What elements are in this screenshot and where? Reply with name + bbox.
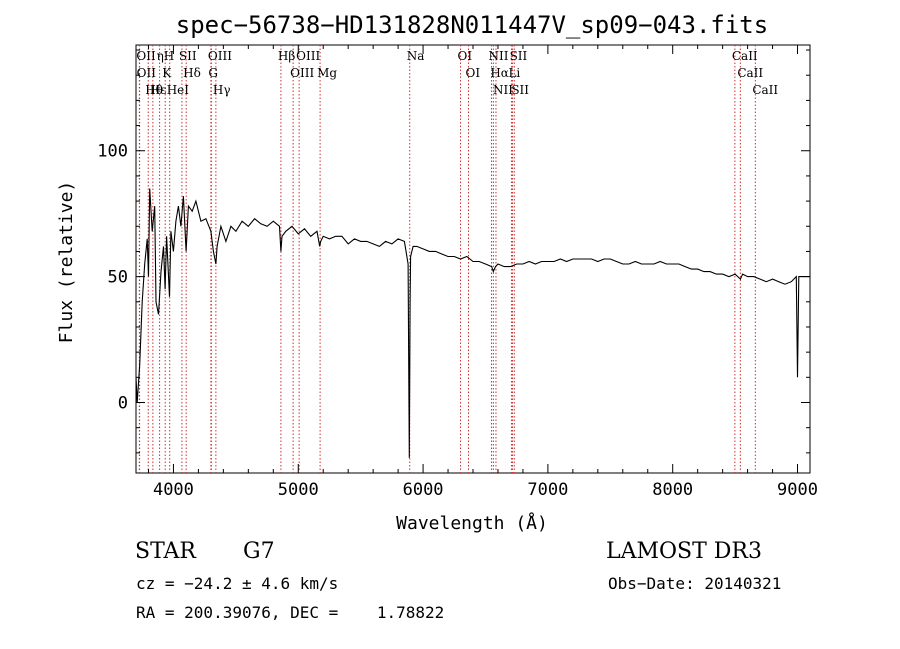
y-axis: 0 50 100 xyxy=(97,49,810,454)
marker-label: CaII xyxy=(737,66,763,80)
marker-label: K xyxy=(162,66,172,80)
y-tick-label: 0 xyxy=(118,394,128,414)
marker-label: SII xyxy=(511,83,529,97)
x-tick-label: 9000 xyxy=(777,480,818,500)
y-tick-label: 50 xyxy=(108,268,128,288)
x-axis: 4000 5000 6000 7000 8000 9000 xyxy=(147,45,818,500)
x-axis-label: Wavelength (Å) xyxy=(396,512,548,534)
marker-label: Hε xyxy=(150,83,167,97)
x-tick-label: 4000 xyxy=(153,480,194,500)
marker-label: Mg xyxy=(317,66,337,80)
marker-label: NII xyxy=(493,83,513,97)
y-tick-label: 100 xyxy=(97,142,128,162)
marker-label: OIII xyxy=(208,49,232,63)
marker-label: Hβ xyxy=(278,49,295,63)
marker-label: OI xyxy=(466,66,481,80)
marker-label: CaII xyxy=(752,83,778,97)
marker-label: HeI xyxy=(167,83,190,97)
x-tick-label: 5000 xyxy=(278,480,319,500)
marker-label: Hγ xyxy=(213,83,231,97)
redshift-text: cz = −24.2 ± 4.6 km/s xyxy=(136,574,339,593)
plot-frame xyxy=(135,44,811,474)
x-tick-label: 6000 xyxy=(403,480,444,500)
marker-label: SII xyxy=(510,49,528,63)
obs-date: Obs−Date: 20140321 xyxy=(608,574,782,593)
marker-label: Li xyxy=(508,66,520,80)
marker-label: OII xyxy=(137,66,157,80)
spectrum-line xyxy=(135,188,810,458)
object-subclass: G7 xyxy=(243,539,275,564)
survey-name: LAMOST DR3 xyxy=(606,539,762,564)
marker-label: ηH xyxy=(157,49,175,63)
marker-label: NII xyxy=(488,49,508,63)
marker-label: G xyxy=(208,66,218,80)
marker-label: Hδ xyxy=(183,66,201,80)
object-class: STAR xyxy=(135,539,196,564)
marker-lines xyxy=(138,45,756,473)
marker-label: OII xyxy=(136,49,156,63)
marker-label: Na xyxy=(407,49,425,63)
marker-label: OIII xyxy=(290,66,314,80)
marker-label: OIII xyxy=(296,49,320,63)
y-axis-label: Flux (relative) xyxy=(56,181,77,344)
marker-label: CaII xyxy=(732,49,758,63)
x-tick-label: 7000 xyxy=(527,480,568,500)
x-tick-label: 8000 xyxy=(652,480,693,500)
marker-label: Hα xyxy=(490,66,509,80)
marker-label: OI xyxy=(458,49,473,63)
chart-title: spec−56738−HD131828N011447V_sp09−043.fit… xyxy=(176,11,768,39)
coordinates-text: RA = 200.39076, DEC = 1.78822 xyxy=(136,603,445,622)
marker-label: SII xyxy=(179,49,197,63)
marker-labels: OIIOIIHθHεηHKHeISIIHδOIIIGHγHβOIIIOIIIMg… xyxy=(136,49,778,97)
marker-label: Hθ xyxy=(145,83,163,97)
